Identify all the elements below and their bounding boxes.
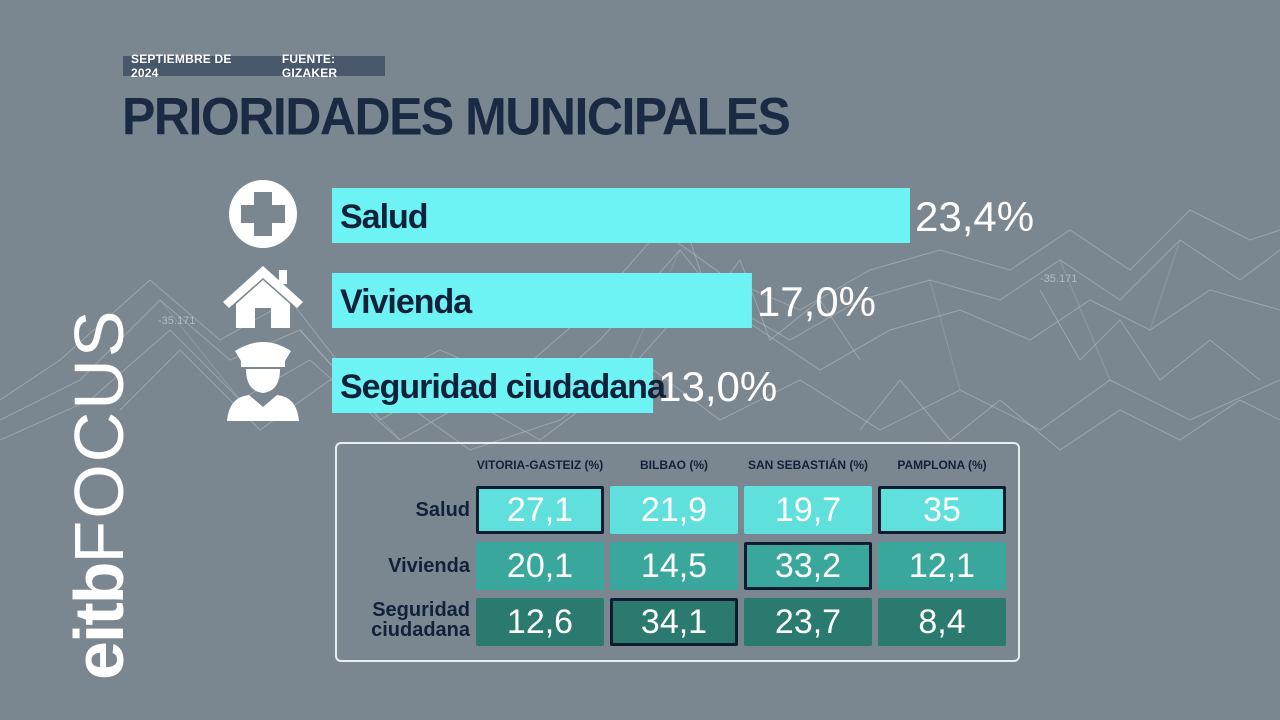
- table-cell: 14,5: [610, 542, 738, 590]
- city-table-panel: [335, 442, 1020, 662]
- column-header: PAMPLONA (%): [897, 458, 987, 472]
- bar-vivienda: [332, 273, 752, 328]
- priority-bar-chart: Salud 23,4% Vivienda 17,0% Seguridad ciudada…: [332, 188, 1034, 413]
- table-cell: 35: [878, 486, 1006, 534]
- bar-salud: [332, 188, 910, 243]
- logo-product: FOCUS: [60, 308, 138, 564]
- background-value-label: -35.171: [158, 315, 195, 327]
- bar-seguridad-ciudadana: [332, 358, 654, 413]
- house-icon: [223, 266, 303, 328]
- table-cell: 8,4: [878, 598, 1006, 646]
- column-header: VITORIA-GASTEIZ (%): [476, 458, 604, 472]
- row-header-line: Seguridad: [372, 599, 470, 621]
- row-header: Salud: [415, 499, 470, 521]
- logo-brand: eitb: [60, 563, 138, 680]
- police-officer-icon: [227, 342, 299, 421]
- table-cell: 27,1: [476, 486, 604, 534]
- bar-value-label: 23,4%: [915, 193, 1034, 240]
- table-cell: 20,1: [476, 542, 604, 590]
- row-header: Seguridad ciudadana: [371, 600, 470, 640]
- table-cell: 33,2: [744, 542, 872, 590]
- column-header: BILBAO (%): [640, 458, 708, 472]
- page-title: PRIORIDADES MUNICIPALES: [122, 87, 791, 146]
- background-value-label: -35.171: [1040, 273, 1077, 285]
- date-label: SEPTIEMBRE DE 2024: [131, 52, 232, 80]
- eitb-focus-logo: eitbFOCUS: [60, 210, 138, 680]
- row-header-line: ciudadana: [371, 619, 470, 641]
- row-header: Vivienda: [388, 555, 470, 577]
- table-cell: 12,1: [878, 542, 1006, 590]
- table-cell: 19,7: [744, 486, 872, 534]
- table-cell: 12,6: [476, 598, 604, 646]
- table-cell: 23,7: [744, 598, 872, 646]
- table-cell: 21,9: [610, 486, 738, 534]
- source-label: FUENTE: GIZAKER: [281, 52, 338, 80]
- medical-cross-icon: [229, 180, 297, 248]
- bar-category-label: Salud: [340, 198, 428, 236]
- category-icons: [223, 180, 303, 421]
- bar-value-label: 13,0%: [658, 363, 777, 410]
- source-strip: SEPTIEMBRE DE 2024 FUENTE: GIZAKER: [123, 52, 385, 80]
- bar-value-label: 17,0%: [757, 278, 876, 325]
- table-cell: 34,1: [610, 598, 738, 646]
- bar-category-label: Seguridad ciudadana: [340, 368, 667, 406]
- bar-category-label: Vivienda: [340, 283, 473, 321]
- column-header: SAN SEBASTIÁN (%): [747, 458, 868, 472]
